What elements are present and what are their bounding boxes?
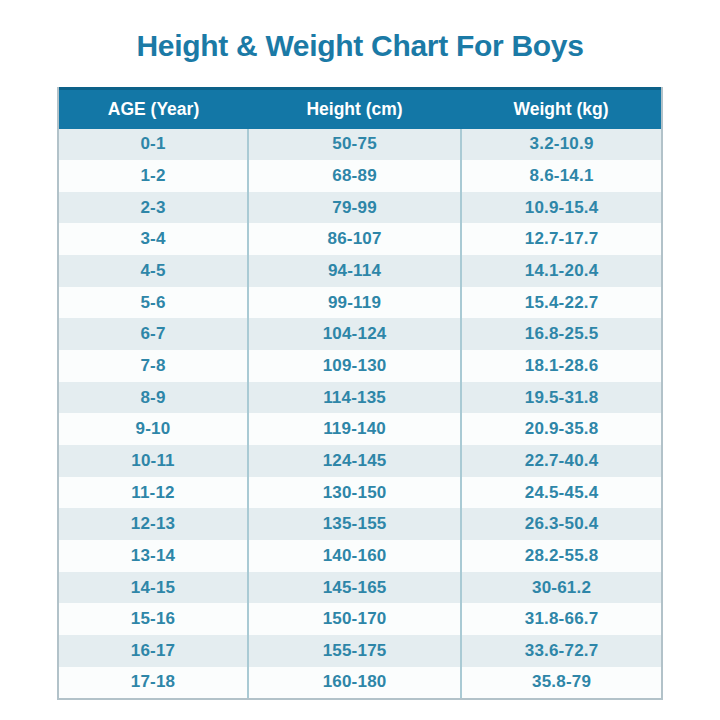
table-cell: 14.1-20.4 bbox=[461, 255, 661, 287]
table-cell: 119-140 bbox=[248, 413, 461, 445]
table-cell: 155-175 bbox=[248, 635, 461, 667]
height-weight-table: AGE (Year) Height (cm) Weight (kg) 0-150… bbox=[59, 87, 661, 698]
table-cell: 114-135 bbox=[248, 382, 461, 414]
table-cell: 20.9-35.8 bbox=[461, 413, 661, 445]
table-cell: 9-10 bbox=[59, 413, 248, 445]
table-cell: 160-180 bbox=[248, 667, 461, 699]
table-cell: 33.6-72.7 bbox=[461, 635, 661, 667]
table-cell: 5-6 bbox=[59, 287, 248, 319]
table-row: 6-7104-12416.8-25.5 bbox=[59, 318, 661, 350]
table-row: 17-18160-18035.8-79 bbox=[59, 667, 661, 699]
table-cell: 8-9 bbox=[59, 382, 248, 414]
table-cell: 140-160 bbox=[248, 540, 461, 572]
table-cell: 68-89 bbox=[248, 160, 461, 192]
table-cell: 2-3 bbox=[59, 192, 248, 224]
table-cell: 145-165 bbox=[248, 572, 461, 604]
table-row: 16-17155-17533.6-72.7 bbox=[59, 635, 661, 667]
table-cell: 18.1-28.6 bbox=[461, 350, 661, 382]
page-title: Height & Weight Chart For Boys bbox=[0, 28, 720, 64]
table-cell: 7-8 bbox=[59, 350, 248, 382]
table-cell: 22.7-40.4 bbox=[461, 445, 661, 477]
table-row: 1-268-898.6-14.1 bbox=[59, 160, 661, 192]
table-cell: 135-155 bbox=[248, 508, 461, 540]
table-row: 7-8109-13018.1-28.6 bbox=[59, 350, 661, 382]
table-cell: 16-17 bbox=[59, 635, 248, 667]
table-cell: 50-75 bbox=[248, 129, 461, 161]
table-cell: 19.5-31.8 bbox=[461, 382, 661, 414]
table-row: 4-594-11414.1-20.4 bbox=[59, 255, 661, 287]
table-row: 5-699-11915.4-22.7 bbox=[59, 287, 661, 319]
table-cell: 4-5 bbox=[59, 255, 248, 287]
table-cell: 99-119 bbox=[248, 287, 461, 319]
table-body: 0-150-753.2-10.91-268-898.6-14.12-379-99… bbox=[59, 129, 661, 699]
table-cell: 30-61.2 bbox=[461, 572, 661, 604]
height-weight-table-container: AGE (Year) Height (cm) Weight (kg) 0-150… bbox=[57, 87, 663, 700]
header-row: AGE (Year) Height (cm) Weight (kg) bbox=[59, 89, 661, 129]
table-row: 10-11124-14522.7-40.4 bbox=[59, 445, 661, 477]
table-row: 13-14140-16028.2-55.8 bbox=[59, 540, 661, 572]
table-row: 0-150-753.2-10.9 bbox=[59, 129, 661, 161]
table-cell: 124-145 bbox=[248, 445, 461, 477]
table-cell: 10.9-15.4 bbox=[461, 192, 661, 224]
column-header-height: Height (cm) bbox=[248, 89, 461, 129]
table-cell: 94-114 bbox=[248, 255, 461, 287]
table-row: 12-13135-15526.3-50.4 bbox=[59, 508, 661, 540]
table-cell: 14-15 bbox=[59, 572, 248, 604]
table-cell: 28.2-55.8 bbox=[461, 540, 661, 572]
table-cell: 31.8-66.7 bbox=[461, 603, 661, 635]
table-row: 15-16150-17031.8-66.7 bbox=[59, 603, 661, 635]
table-cell: 104-124 bbox=[248, 318, 461, 350]
table-cell: 13-14 bbox=[59, 540, 248, 572]
table-cell: 79-99 bbox=[248, 192, 461, 224]
table-cell: 150-170 bbox=[248, 603, 461, 635]
table-cell: 3.2-10.9 bbox=[461, 129, 661, 161]
table-cell: 12-13 bbox=[59, 508, 248, 540]
table-cell: 12.7-17.7 bbox=[461, 223, 661, 255]
table-cell: 10-11 bbox=[59, 445, 248, 477]
table-cell: 6-7 bbox=[59, 318, 248, 350]
table-cell: 8.6-14.1 bbox=[461, 160, 661, 192]
table-row: 8-9114-13519.5-31.8 bbox=[59, 382, 661, 414]
table-row: 2-379-9910.9-15.4 bbox=[59, 192, 661, 224]
table-cell: 3-4 bbox=[59, 223, 248, 255]
table-row: 3-486-10712.7-17.7 bbox=[59, 223, 661, 255]
table-cell: 26.3-50.4 bbox=[461, 508, 661, 540]
column-header-weight: Weight (kg) bbox=[461, 89, 661, 129]
table-cell: 0-1 bbox=[59, 129, 248, 161]
table-row: 9-10119-14020.9-35.8 bbox=[59, 413, 661, 445]
table-row: 14-15145-16530-61.2 bbox=[59, 572, 661, 604]
table-cell: 17-18 bbox=[59, 667, 248, 699]
table-cell: 35.8-79 bbox=[461, 667, 661, 699]
table-cell: 109-130 bbox=[248, 350, 461, 382]
table-cell: 16.8-25.5 bbox=[461, 318, 661, 350]
table-cell: 1-2 bbox=[59, 160, 248, 192]
table-cell: 15.4-22.7 bbox=[461, 287, 661, 319]
table-cell: 11-12 bbox=[59, 477, 248, 509]
table-cell: 86-107 bbox=[248, 223, 461, 255]
table-cell: 130-150 bbox=[248, 477, 461, 509]
table-cell: 24.5-45.4 bbox=[461, 477, 661, 509]
table-row: 11-12130-15024.5-45.4 bbox=[59, 477, 661, 509]
column-header-age: AGE (Year) bbox=[59, 89, 248, 129]
table-cell: 15-16 bbox=[59, 603, 248, 635]
